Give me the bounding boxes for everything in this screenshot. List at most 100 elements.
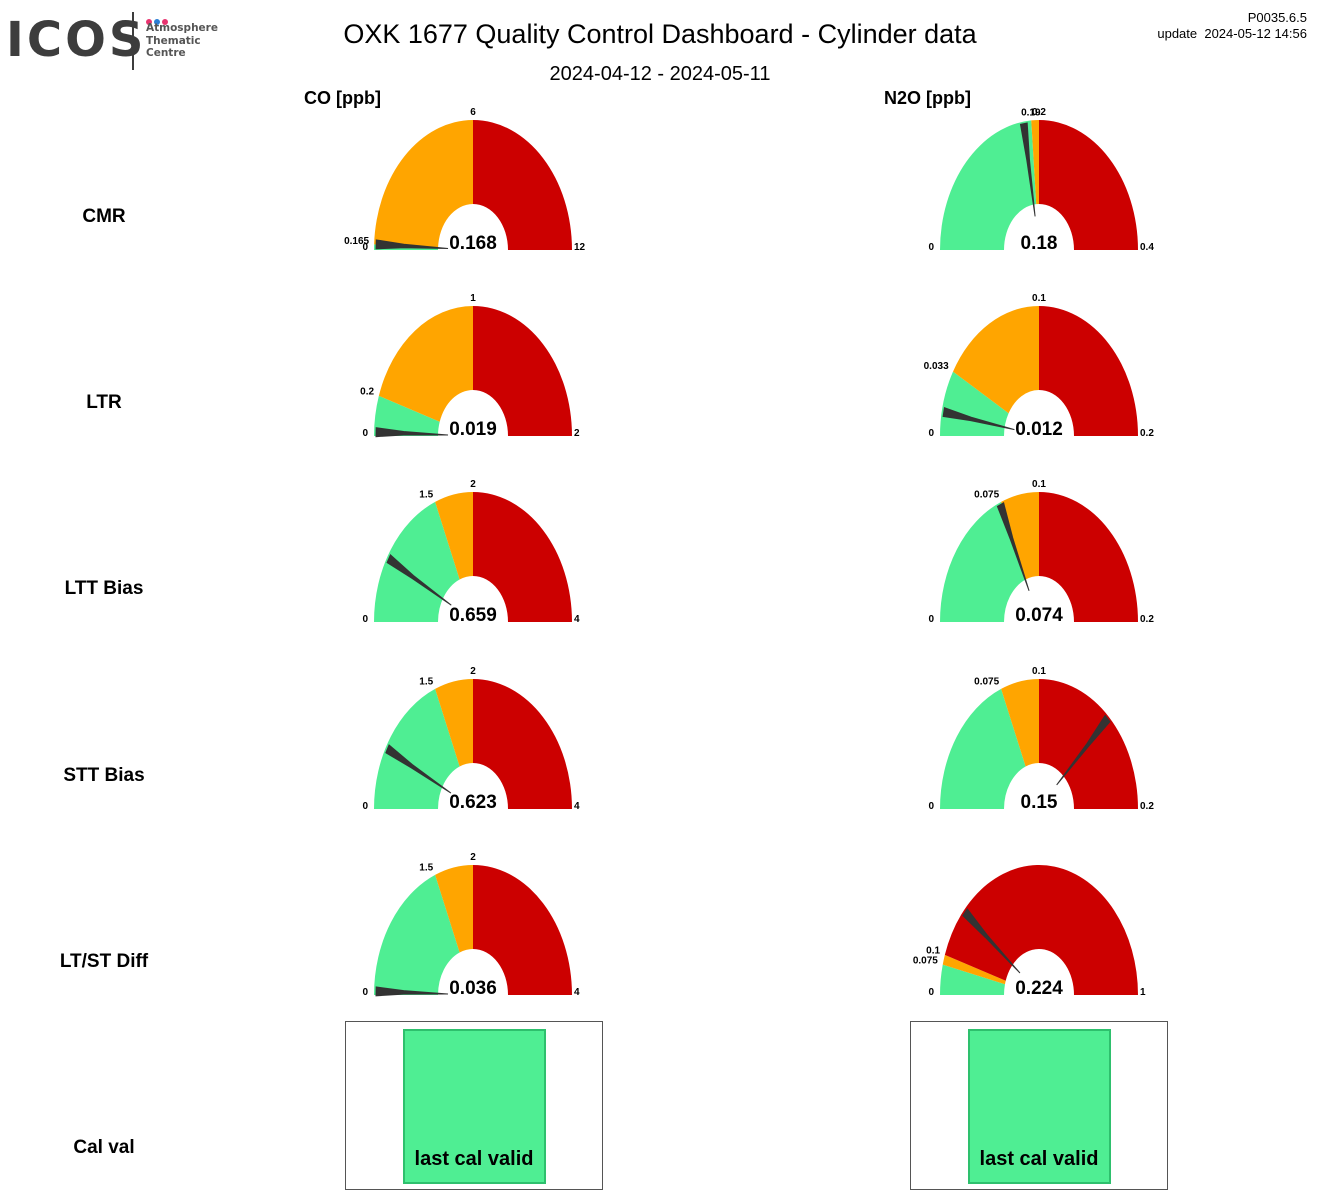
- gauge-tick-label: 1: [1140, 987, 1146, 998]
- gauge-band-good: [374, 688, 460, 809]
- gauge-band-bad: [1039, 492, 1138, 622]
- gauge-band-bad: [473, 679, 572, 809]
- gauge-band-good: [940, 688, 1026, 809]
- gauge-tick-label: 4: [574, 614, 580, 625]
- cal-val-panel-co: last cal valid: [345, 1021, 603, 1190]
- logo-dots-icon: [146, 12, 170, 25]
- row-label-cal-val: Cal val: [73, 1137, 135, 1158]
- gauge-needle: [962, 907, 1021, 974]
- gauge-tick-label: 0.1: [1032, 479, 1046, 490]
- row-label-cmr: CMR: [82, 206, 126, 227]
- gauge-tick-label: 0.2: [1140, 614, 1154, 625]
- gauge-tick-label: 2: [470, 666, 476, 677]
- gauge-band-warning: [953, 306, 1039, 414]
- gauge-band-bad: [473, 306, 572, 436]
- gauge-tick-label: 0.2: [1140, 801, 1154, 812]
- gauge-tick-label: 4: [574, 987, 580, 998]
- update-timestamp: update 2024-05-12 14:56: [1157, 26, 1307, 41]
- gauge-tick-label: 0.19: [1021, 107, 1041, 118]
- gauge-tick-label: 0.2: [1140, 428, 1154, 439]
- gauge-tick-label: 0.075: [974, 676, 999, 687]
- column-header-co: CO [ppb]: [304, 88, 381, 108]
- gauge-value-label: 0.659: [449, 605, 497, 626]
- gauge-tick-label: 6: [470, 107, 476, 118]
- gauge-band-bad: [1039, 306, 1138, 436]
- gauge-band-warning: [378, 306, 473, 422]
- gauge-tick-label: 0: [362, 614, 368, 625]
- gauge-band-warning: [435, 679, 473, 767]
- gauge-tick-label: 0: [362, 428, 368, 439]
- gauge-band-good: [374, 874, 460, 995]
- cal-val-panel-n2o: last cal valid: [910, 1021, 1168, 1190]
- version-info: P0035.6.5 update 2024-05-12 14:56: [1157, 10, 1307, 42]
- row-label-ltt-bias: LTT Bias: [64, 578, 144, 599]
- gauge-band-bad: [473, 120, 572, 250]
- gauge-tick-label: 0.1: [1032, 293, 1046, 304]
- gauge-tick-label: 0: [362, 987, 368, 998]
- gauge-band-warning: [1001, 492, 1039, 580]
- gauge-tick-label: 2: [470, 479, 476, 490]
- cal-status-label: last cal valid: [979, 1148, 1099, 1170]
- gauge-tick-label: 0.075: [913, 955, 938, 966]
- gauge-band-warning: [942, 954, 1006, 985]
- gauge-band-warning: [1001, 679, 1039, 767]
- logo-wordmark: ICOS: [6, 12, 147, 68]
- logo-line: Thematic: [146, 34, 201, 47]
- gauge-band-good: [940, 501, 1026, 622]
- gauge-band-bad: [944, 865, 1138, 995]
- cal-status-indicator: [403, 1029, 546, 1184]
- logo-divider: [132, 12, 134, 70]
- gauge-needle: [1056, 714, 1111, 786]
- gauge-tick-label: 0.075: [974, 489, 999, 500]
- gauge-tick-label: 0.1: [1032, 666, 1046, 677]
- gauge-band-good: [374, 395, 440, 436]
- row-label-stt-bias: STT Bias: [63, 765, 145, 786]
- gauge-tick-label: 0.1: [926, 945, 940, 956]
- gauge-band-bad: [473, 865, 572, 995]
- gauge-tick-label: 0.165: [344, 236, 369, 247]
- gauge-tick-label: 1: [470, 293, 476, 304]
- page-title: OXK 1677 Quality Control Dashboard - Cyl…: [343, 19, 977, 49]
- gauge-value-label: 0.15: [1021, 792, 1058, 813]
- gauge: 0 1.5 2 4 0.623: [362, 666, 580, 813]
- gauge-tick-label: 12: [574, 242, 586, 253]
- gauge-needle: [375, 239, 449, 250]
- icos-logo: ICOS Atmosphere Thematic Centre: [6, 10, 236, 72]
- gauge-tick-label: 0: [362, 242, 368, 253]
- gauge-band-warning: [435, 865, 473, 953]
- gauge-band-warning: [1031, 120, 1039, 205]
- gauge: 0 0.190.2 0.4 0.18: [928, 107, 1154, 254]
- gauge-tick-label: 0.2: [1032, 107, 1046, 118]
- gauge-tick-label: 0.4: [1140, 242, 1154, 253]
- gauge-value-label: 0.019: [449, 419, 497, 440]
- gauge: 00.165 6 12 0.168: [344, 107, 585, 254]
- gauge-needle: [375, 986, 449, 997]
- gauge-band-good: [940, 964, 1005, 995]
- gauge-tick-label: 0: [928, 428, 934, 439]
- gauge: 0 0.2 1 2 0.019: [360, 293, 580, 440]
- column-header-n2o: N2O [ppb]: [884, 88, 971, 108]
- gauge-tick-label: 0: [928, 987, 934, 998]
- gauge-value-label: 0.623: [449, 792, 497, 813]
- gauge-needle: [942, 406, 1015, 431]
- gauge-tick-label: 1.5: [419, 489, 433, 500]
- gauge-value-label: 0.012: [1015, 419, 1063, 440]
- logo-dot: [154, 19, 160, 25]
- gauge: 0 0.075 0.1 0.2 0.15: [928, 666, 1154, 813]
- gauge-value-label: 0.224: [1015, 978, 1063, 999]
- logo-dot: [146, 19, 152, 25]
- cal-status-indicator: [968, 1029, 1111, 1184]
- row-label-ltr: LTR: [86, 392, 122, 413]
- gauge-tick-label: 0.2: [360, 386, 374, 397]
- gauge-needle: [385, 744, 452, 794]
- gauge-tick-label: 0: [928, 242, 934, 253]
- gauge-band-bad: [473, 492, 572, 622]
- logo-line: Atmosphere: [146, 22, 218, 34]
- date-range: 2024-04-12 - 2024-05-11: [549, 63, 771, 85]
- gauge: 0 0.033 0.1 0.2 0.012: [924, 293, 1155, 440]
- gauge-value-label: 0.168: [449, 233, 497, 254]
- gauge-needle: [996, 502, 1030, 591]
- gauge-band-good: [374, 501, 460, 622]
